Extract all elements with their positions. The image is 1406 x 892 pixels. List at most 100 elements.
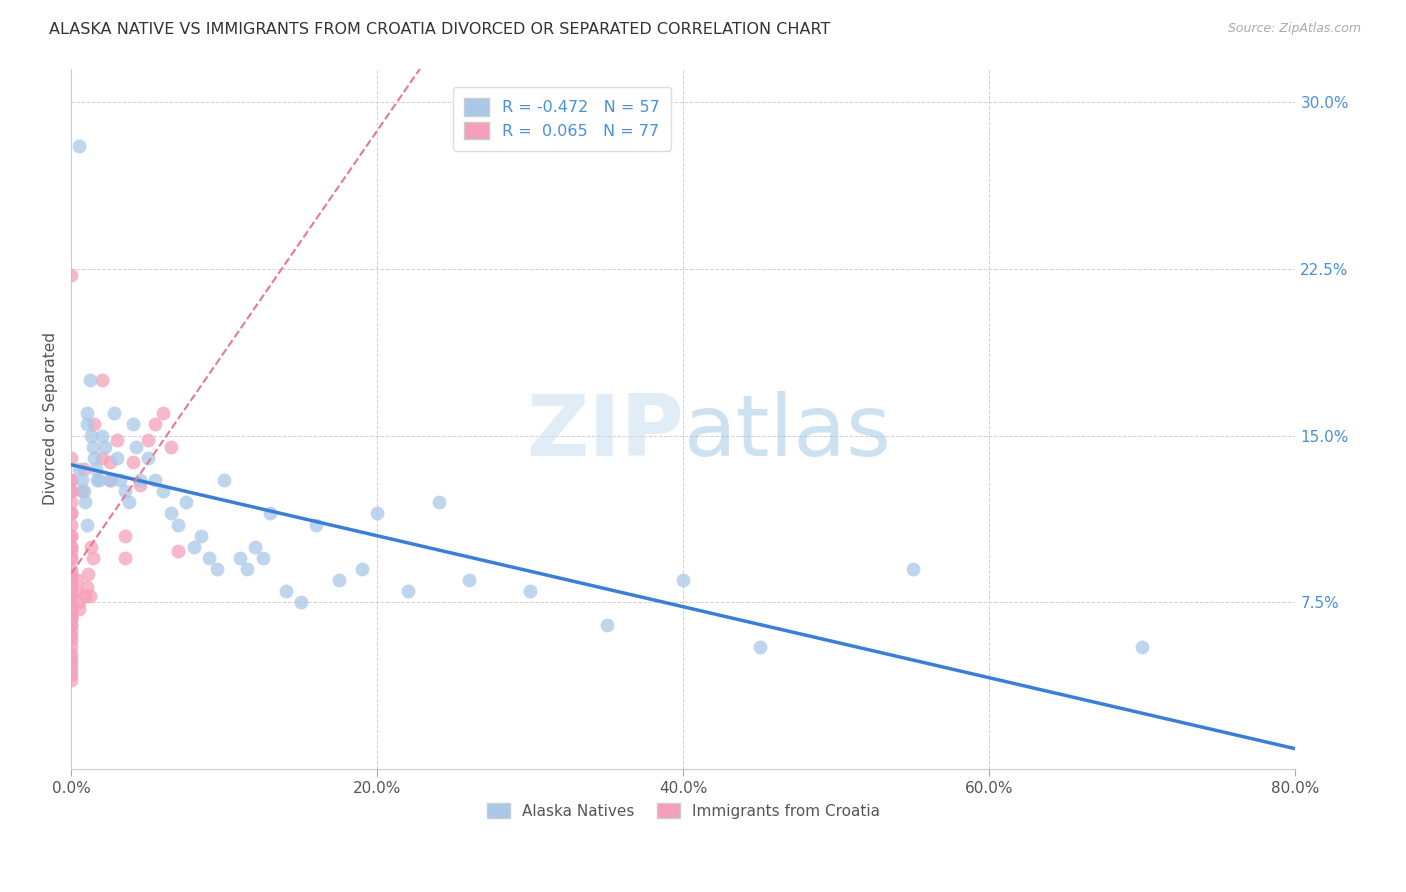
Point bbox=[67, 602, 90, 616]
Point bbox=[328, 573, 350, 587]
Point bbox=[60, 617, 83, 632]
Point bbox=[60, 566, 83, 581]
Point bbox=[159, 507, 181, 521]
Point bbox=[60, 268, 83, 283]
Point bbox=[60, 580, 83, 594]
Point bbox=[84, 462, 107, 476]
Point bbox=[159, 440, 181, 454]
Point bbox=[228, 551, 250, 566]
Point bbox=[90, 373, 112, 387]
Point bbox=[290, 595, 312, 609]
Point bbox=[83, 450, 105, 465]
Point bbox=[60, 540, 83, 554]
Point bbox=[90, 428, 112, 442]
Point bbox=[60, 573, 83, 587]
Point bbox=[152, 484, 174, 499]
Point bbox=[236, 562, 259, 576]
Point bbox=[136, 450, 159, 465]
Point bbox=[60, 544, 83, 558]
Point bbox=[98, 473, 121, 487]
Point bbox=[596, 617, 619, 632]
Text: ZIP: ZIP bbox=[526, 392, 683, 475]
Point bbox=[60, 484, 83, 499]
Point bbox=[427, 495, 450, 509]
Point bbox=[76, 417, 98, 432]
Point bbox=[82, 551, 104, 566]
Point bbox=[136, 433, 159, 447]
Point bbox=[121, 417, 143, 432]
Point bbox=[121, 455, 143, 469]
Point bbox=[90, 450, 112, 465]
Point bbox=[76, 406, 98, 420]
Point bbox=[198, 551, 221, 566]
Point bbox=[60, 529, 83, 543]
Point bbox=[252, 551, 274, 566]
Point bbox=[60, 551, 83, 566]
Point bbox=[66, 573, 89, 587]
Point bbox=[60, 529, 83, 543]
Point bbox=[65, 584, 87, 599]
Point bbox=[214, 473, 236, 487]
Point bbox=[60, 617, 83, 632]
Point bbox=[60, 647, 83, 661]
Point bbox=[60, 584, 83, 599]
Point bbox=[76, 517, 98, 532]
Point bbox=[94, 440, 117, 454]
Point bbox=[60, 611, 83, 625]
Point bbox=[60, 611, 83, 625]
Point bbox=[60, 611, 83, 625]
Point bbox=[98, 455, 121, 469]
Point bbox=[67, 139, 90, 153]
Point bbox=[60, 640, 83, 654]
Point bbox=[60, 562, 83, 576]
Text: ALASKA NATIVE VS IMMIGRANTS FROM CROATIA DIVORCED OR SEPARATED CORRELATION CHART: ALASKA NATIVE VS IMMIGRANTS FROM CROATIA… bbox=[49, 22, 831, 37]
Point bbox=[60, 584, 83, 599]
Point bbox=[129, 473, 152, 487]
Point bbox=[60, 624, 83, 639]
Point bbox=[124, 440, 146, 454]
Point bbox=[60, 662, 83, 676]
Point bbox=[60, 573, 83, 587]
Point bbox=[76, 580, 98, 594]
Point bbox=[60, 573, 83, 587]
Point bbox=[190, 529, 212, 543]
Point bbox=[60, 651, 83, 665]
Point bbox=[75, 495, 97, 509]
Point bbox=[1132, 640, 1154, 654]
Point bbox=[352, 562, 374, 576]
Point bbox=[67, 595, 90, 609]
Point bbox=[60, 589, 83, 603]
Point bbox=[901, 562, 924, 576]
Point bbox=[110, 473, 132, 487]
Point bbox=[205, 562, 228, 576]
Point bbox=[672, 573, 695, 587]
Text: atlas: atlas bbox=[683, 392, 891, 475]
Point bbox=[60, 607, 83, 621]
Point bbox=[105, 433, 128, 447]
Point bbox=[60, 595, 83, 609]
Point bbox=[80, 540, 103, 554]
Point bbox=[60, 551, 83, 566]
Point bbox=[60, 566, 83, 581]
Point bbox=[103, 406, 125, 420]
Point bbox=[114, 551, 136, 566]
Point bbox=[458, 573, 481, 587]
Point bbox=[129, 477, 152, 491]
Legend: Alaska Natives, Immigrants from Croatia: Alaska Natives, Immigrants from Croatia bbox=[481, 797, 886, 825]
Point bbox=[145, 473, 167, 487]
Point bbox=[60, 666, 83, 681]
Point bbox=[60, 507, 83, 521]
Point bbox=[167, 544, 190, 558]
Point bbox=[60, 602, 83, 616]
Point bbox=[60, 495, 83, 509]
Point bbox=[60, 473, 83, 487]
Point bbox=[145, 417, 167, 432]
Point bbox=[67, 462, 90, 476]
Point bbox=[60, 473, 83, 487]
Point bbox=[79, 589, 101, 603]
Point bbox=[174, 495, 197, 509]
Point bbox=[72, 484, 94, 499]
Point bbox=[70, 473, 93, 487]
Point bbox=[748, 640, 770, 654]
Point bbox=[60, 656, 83, 670]
